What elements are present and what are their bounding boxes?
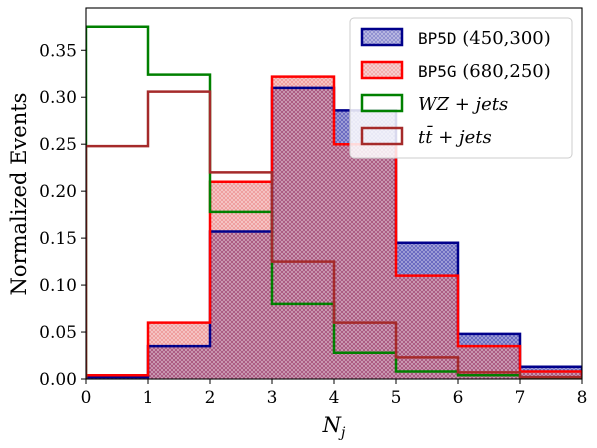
step-tt-jets [86,90,582,379]
legend-label-tt-jets: tt̄ + jets [418,124,492,148]
bar-bp5g-680-250-bin-1 [148,322,210,379]
histogram-steps [86,25,582,379]
legend-label-bp5g: BP5G (680,250) [418,61,551,82]
bar-bp5g-680-250-bin-2 [210,181,272,379]
x-tick-label-7: 7 [515,388,526,408]
y-tick-label-6: 0.30 [39,88,77,108]
y-tick-label-4: 0.20 [39,182,77,202]
x-tick-label-0: 0 [81,388,92,408]
x-axis: 0 1 2 3 4 5 6 7 8 [81,379,588,408]
legend-code-bp5d: BP5D [418,29,457,48]
y-tick-label-5: 0.25 [39,135,77,155]
histogram-bars [86,76,582,379]
bar-bp5g-680-250-bin-4 [334,144,396,379]
legend-mass-bp5d: (450,300) [462,28,550,49]
bar-bp5g-680-250-bin-7 [520,371,582,379]
bar-bp5g-680-250-bin-5 [396,275,458,379]
legend-mass-bp5g: (680,250) [462,61,550,82]
legend-swatch-wz-jets [360,93,404,113]
x-axis-title: Nj [322,413,346,441]
y-tick-label-1: 0.05 [39,323,77,343]
y-tick-label-2: 0.10 [39,276,77,296]
x-tick-label-1: 1 [143,388,154,408]
x-tick-label-6: 6 [453,388,464,408]
legend-swatch-bp5g [360,60,404,80]
legend-code-bp5g: BP5G [418,62,457,81]
x-tick-label-5: 5 [391,388,402,408]
y-tick-label-0: 0.00 [39,370,77,390]
y-tick-label-7: 0.35 [39,41,77,61]
x-tick-label-2: 2 [205,388,216,408]
legend-label-wz-jets: WZ + jets [418,94,508,115]
outline-bp5g-680-250 [86,75,582,379]
y-tick-label-3: 0.15 [39,229,77,249]
legend: BP5D (450,300) BP5G (680,250) WZ + jets … [349,17,573,159]
legend-label-bp5d: BP5D (450,300) [418,28,551,49]
x-tick-label-3: 3 [267,388,278,408]
legend-swatch-tt-jets [360,126,404,146]
x-tick-label-4: 4 [329,388,340,408]
bar-bp5g-680-250-bin-3 [272,76,334,379]
legend-swatch-bp5d [360,27,404,47]
y-axis: 0.00 0.05 0.10 0.15 0.20 0.25 0.30 0.35 [39,41,86,390]
x-tick-label-8: 8 [577,388,588,408]
legend-frame [349,17,573,159]
y-axis-title: Normalized Events [7,93,31,296]
